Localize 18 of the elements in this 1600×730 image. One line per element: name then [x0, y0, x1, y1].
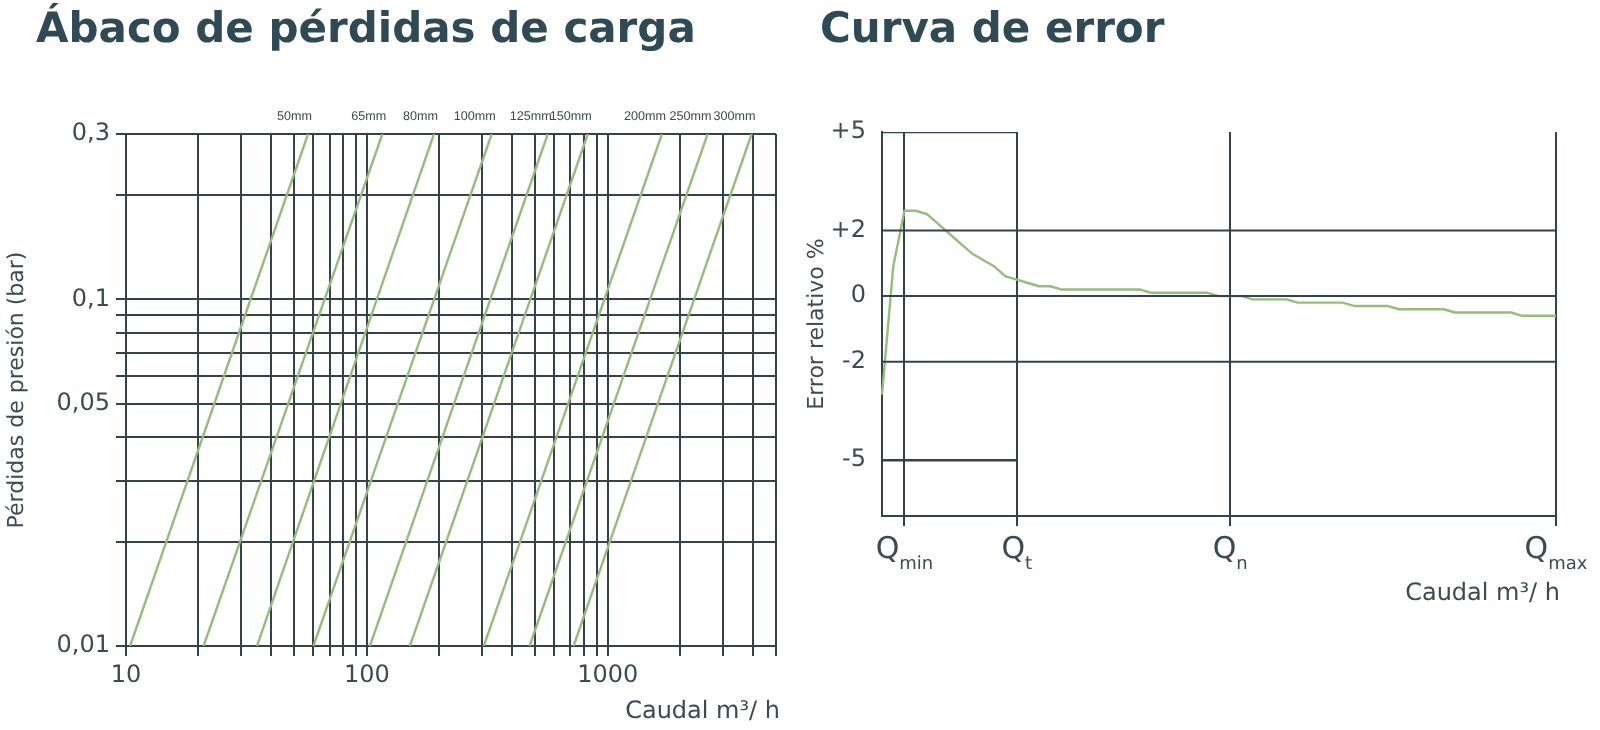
y-axis-title: Pérdidas de presión (bar) [2, 251, 29, 529]
x-tick-label: 10 [110, 660, 142, 688]
y-tick-label: 0,05 [56, 387, 110, 416]
y-tick-label: +5 [830, 116, 866, 145]
x-axis-title: Caudal m³/ h [625, 696, 780, 724]
chart-title: Curva de error [820, 4, 1165, 52]
chart-title: Ábaco de pérdidas de carga [36, 4, 696, 52]
y-tick-label: 0,3 [71, 118, 110, 147]
y-tick-label: -2 [842, 345, 866, 374]
x-tick-label: 100 [343, 660, 390, 688]
y-tick-label: +2 [830, 214, 866, 243]
y-tick-label: 0 [850, 280, 866, 309]
y-axis-title: Error relativo % [802, 238, 829, 410]
x-axis-title: Caudal m³/ h [1405, 578, 1560, 606]
y-tick-label: 0,1 [71, 283, 110, 312]
x-tick-label: 1000 [577, 660, 639, 688]
y-tick-label: -5 [842, 444, 866, 473]
y-tick-label: 0,01 [56, 630, 110, 659]
